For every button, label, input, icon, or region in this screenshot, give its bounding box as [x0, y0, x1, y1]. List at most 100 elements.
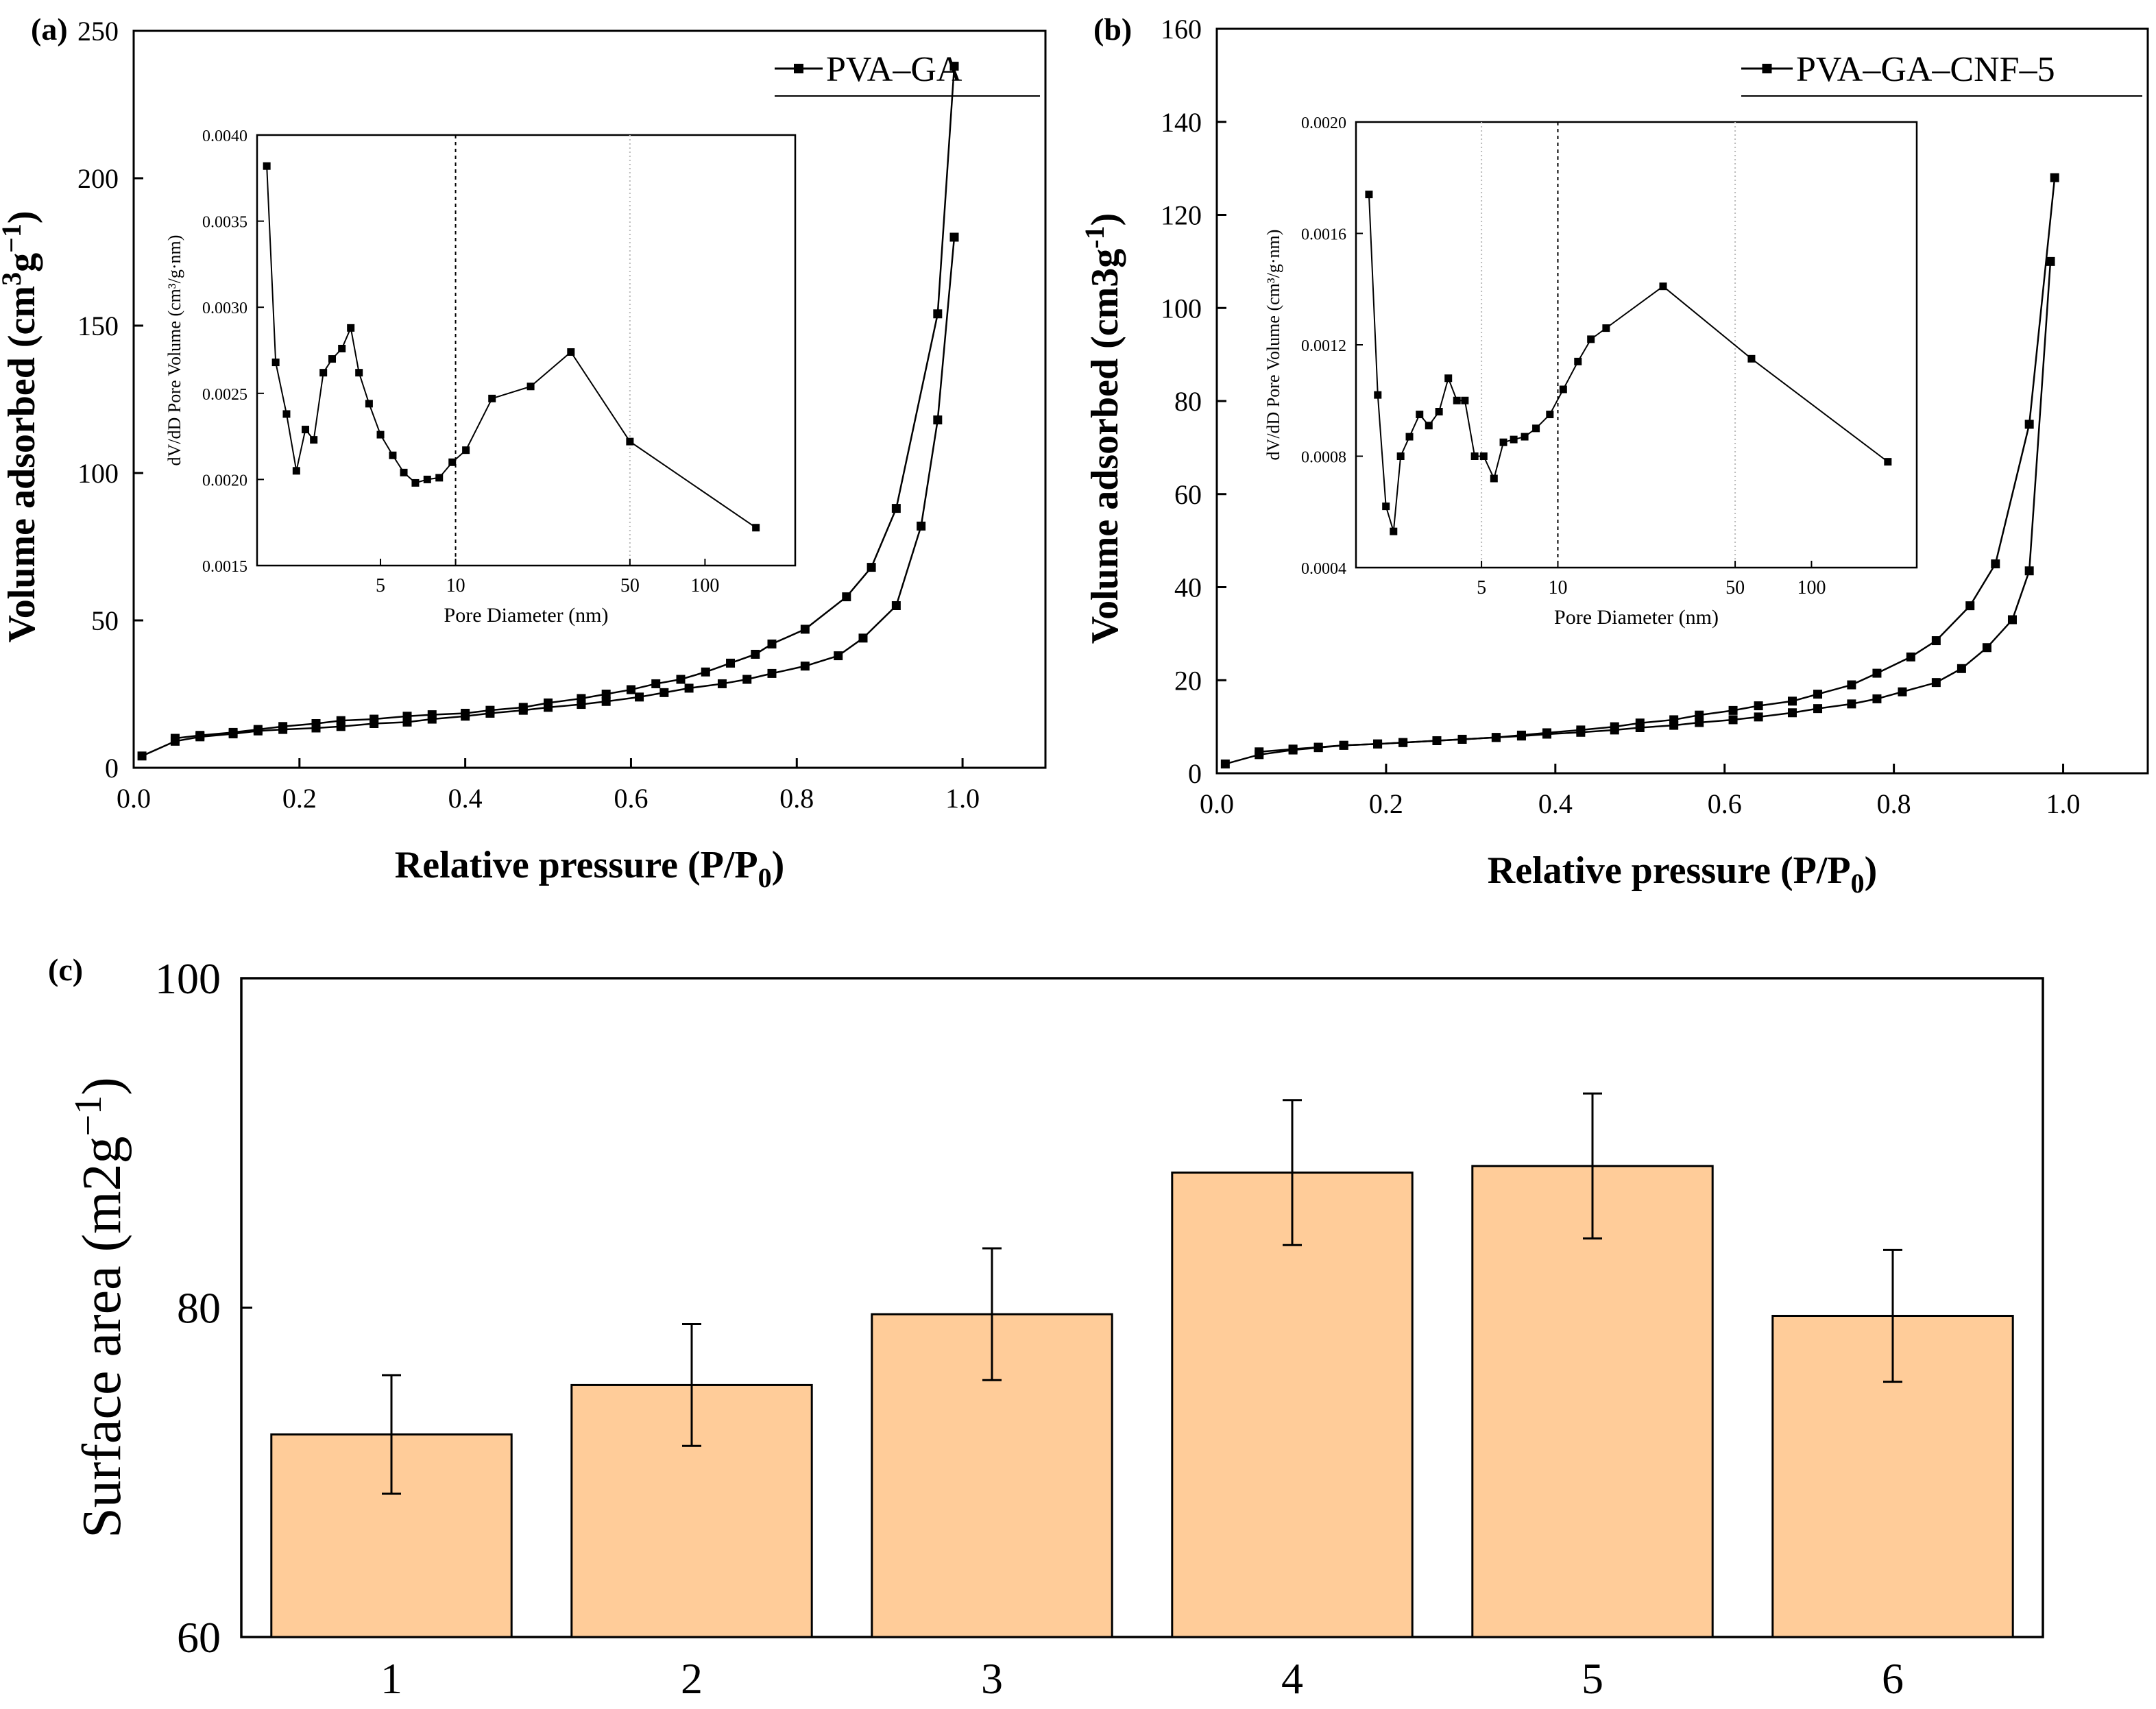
x-tick-label: 6 [1882, 1654, 1904, 1703]
x-tick-label: 0.0 [117, 783, 151, 814]
inset-y-tick-label: 0.0008 [1301, 449, 1346, 467]
x-tick-label: 0.6 [614, 783, 648, 814]
data-point-desorption [676, 675, 686, 684]
inset-y-tick-label: 0.0004 [1301, 560, 1346, 578]
x-tick-label: 3 [981, 1654, 1003, 1703]
y-tick-label: 100 [1161, 293, 1202, 324]
inset-data-point [435, 474, 444, 482]
inset-data-point [338, 344, 346, 352]
data-point-desorption [461, 708, 470, 718]
legend-label: PVA–GA–CNF–5 [1796, 50, 2055, 89]
data-point-desorption [751, 649, 760, 659]
inset-data-point [1444, 374, 1453, 383]
inset-data-point [1470, 452, 1479, 460]
data-point-adsorption [635, 692, 644, 702]
inset-data-point [400, 468, 408, 476]
inset-x-tick-label: 100 [1797, 577, 1826, 598]
data-point-adsorption [2046, 256, 2055, 266]
y-axis-label: Volume adsorbed (cm3g−1) [0, 210, 43, 642]
panel-label: (a) [31, 12, 68, 47]
inset-data-point [263, 162, 271, 170]
x-tick-label: 1.0 [945, 783, 980, 814]
data-point-desorption [518, 703, 528, 712]
inset-data-point [1382, 502, 1390, 511]
data-point-desorption [1516, 730, 1526, 740]
data-point-desorption [1255, 747, 1264, 757]
data-point-desorption [891, 504, 901, 513]
inset-y-tick-label: 0.0016 [1301, 226, 1346, 244]
y-tick-label: 100 [77, 458, 119, 489]
inset-y-tick-label: 0.0035 [202, 214, 247, 232]
series-line-desorption [1259, 178, 2056, 753]
inset-data-point [1365, 191, 1373, 199]
data-point-desorption [2050, 173, 2059, 182]
data-point-desorption [1787, 696, 1797, 706]
data-point-desorption [651, 679, 661, 688]
data-point-desorption [1313, 742, 1323, 752]
inset-data-point [1532, 424, 1540, 433]
inset-data-point [626, 437, 634, 446]
inset-data-point [1510, 435, 1518, 444]
inset-x-tick-label: 5 [1477, 577, 1486, 598]
data-point-adsorption [1957, 664, 1966, 673]
y-tick-label: 250 [77, 16, 119, 47]
data-point-desorption [1813, 690, 1823, 699]
data-point-adsorption [1813, 704, 1823, 714]
inset-data-point [752, 524, 760, 532]
inset-data-point [423, 475, 431, 483]
data-point-adsorption [891, 601, 901, 610]
data-point-adsorption [2007, 615, 2017, 625]
x-axis-label: Relative pressure (P/P0) [395, 844, 784, 893]
inset-data-point [365, 400, 373, 408]
inset-data-point [347, 324, 355, 332]
y-tick-label: 140 [1161, 107, 1202, 138]
data-point-desorption [1991, 559, 2000, 569]
data-point-desorption [228, 727, 238, 737]
inset-data-point [389, 451, 397, 459]
data-point-desorption [170, 734, 180, 743]
data-point-adsorption [1931, 678, 1941, 688]
inset-data-point [1499, 438, 1507, 446]
data-point-desorption [1847, 680, 1856, 690]
panel-label: (c) [48, 952, 83, 987]
data-point-adsorption [800, 662, 810, 671]
inset-data-point [526, 383, 535, 391]
data-point-adsorption [601, 696, 611, 706]
data-point-desorption [601, 690, 611, 699]
inset-frame [256, 134, 797, 567]
inset-data-point [1659, 282, 1667, 291]
inset-y-tick-label: 0.0015 [202, 558, 247, 576]
data-point-adsorption [858, 633, 868, 643]
inset-y-tick-label: 0.0030 [202, 300, 247, 317]
inset-y-tick-label: 0.0025 [202, 386, 247, 404]
data-point-desorption [544, 698, 553, 707]
inset-data-point [1453, 396, 1461, 404]
x-tick-label: 4 [1281, 1654, 1303, 1703]
data-point-desorption [1906, 652, 1915, 662]
inset-x-axis-label: Pore Diameter (nm) [444, 604, 609, 627]
data-point-desorption [1432, 736, 1442, 745]
data-point-adsorption [137, 751, 147, 761]
inset-frame [1355, 121, 1918, 569]
data-point-desorption [1457, 734, 1467, 744]
data-point-adsorption [949, 232, 959, 242]
inset-data-point [448, 458, 457, 466]
data-point-adsorption [1728, 715, 1738, 725]
inset-data-point [1405, 433, 1414, 441]
data-point-desorption [1695, 710, 1704, 720]
data-point-desorption [1339, 740, 1348, 750]
data-point-desorption [726, 658, 736, 668]
data-point-desorption [1669, 715, 1679, 725]
inset-data-point [411, 478, 420, 487]
data-point-adsorption [659, 688, 669, 697]
data-point-desorption [1728, 705, 1738, 715]
panel-c-surface-area-bar-chart: 60 80 100 1 2 3 4 5 6 (c) Surface area (m2g−1) [48, 952, 2044, 1703]
legend-marker [794, 64, 803, 73]
data-point-desorption [1754, 701, 1763, 711]
x-tick-label: 5 [1582, 1654, 1603, 1703]
data-point-desorption [1398, 738, 1408, 747]
data-point-desorption [1491, 733, 1501, 742]
x-tick-label: 0.8 [1877, 788, 1911, 819]
inset-data-point [1425, 422, 1433, 430]
data-point-adsorption [834, 651, 843, 661]
